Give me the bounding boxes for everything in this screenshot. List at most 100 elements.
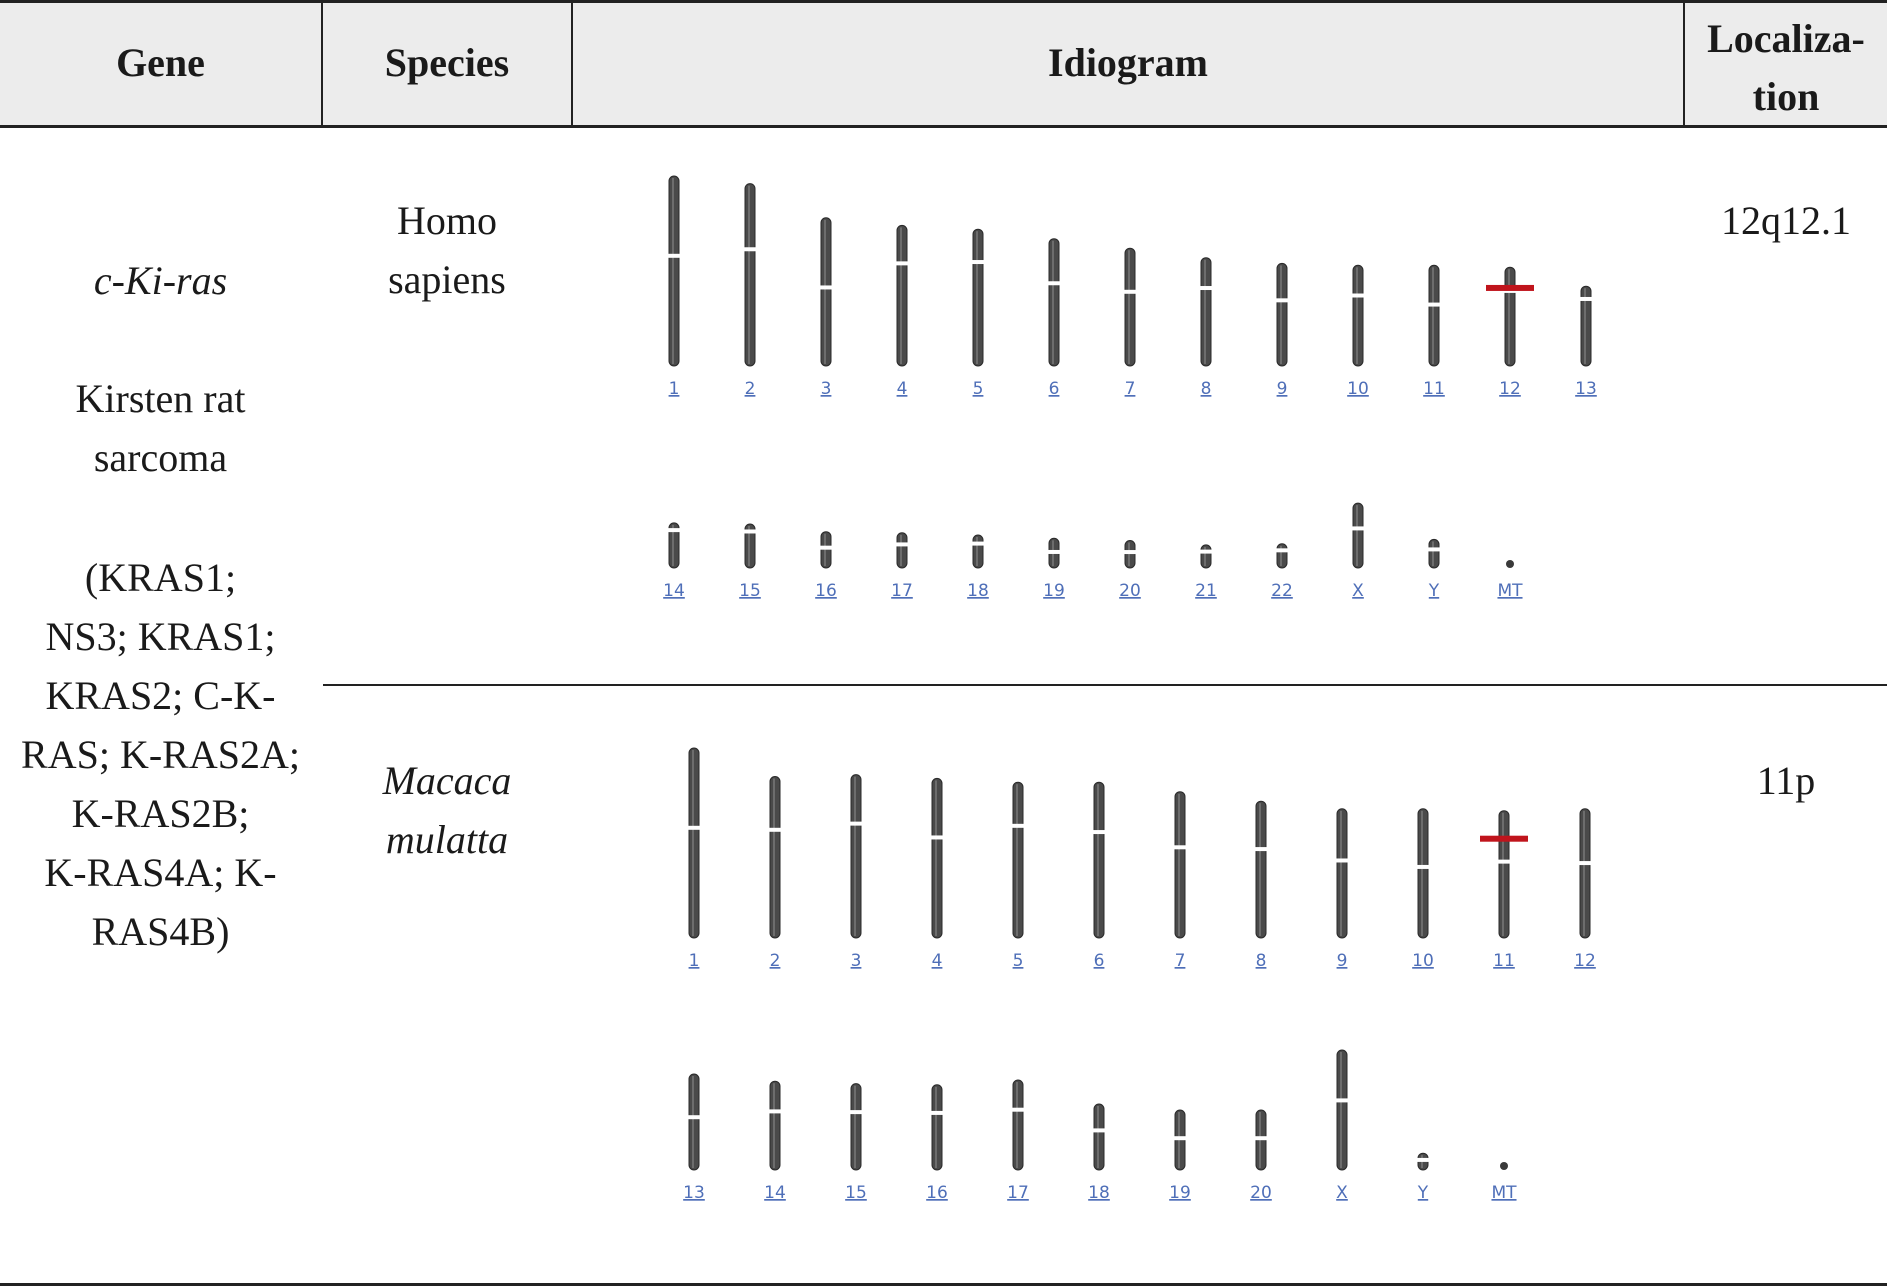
chromosome-7: 7 <box>1124 247 1136 399</box>
table-header <box>0 0 1887 127</box>
chromosome-highlight <box>1016 1082 1018 1168</box>
chromosome-label[interactable]: 7 <box>1125 379 1136 399</box>
chromosome-15: 15 <box>739 523 761 601</box>
gene-aliases: (KRAS1; NS3; KRAS1; KRAS2; C-K- RAS; K-R… <box>0 548 321 961</box>
chromosome-label[interactable]: 2 <box>770 951 781 971</box>
chromosome-label[interactable]: 1 <box>669 379 680 399</box>
chromosome-label[interactable]: 1 <box>689 951 700 971</box>
chromosome-14: 14 <box>764 1080 786 1203</box>
gene-locus-marker <box>1480 835 1528 842</box>
centromere <box>896 261 908 266</box>
chromosome-label[interactable]: MT <box>1497 581 1523 601</box>
chromosome-label[interactable]: 13 <box>683 1183 705 1203</box>
chromosome-11: 11 <box>1480 810 1528 971</box>
chromosome-highlight <box>900 534 902 566</box>
chromosome-label[interactable]: Y <box>1417 1183 1429 1203</box>
chromosome-highlight <box>1280 545 1282 566</box>
chromosome-label[interactable]: 14 <box>764 1183 786 1203</box>
chromosome-label[interactable]: 21 <box>1195 581 1217 601</box>
chromosome-label[interactable]: 19 <box>1043 581 1065 601</box>
localization-human: 12q12.1 <box>1721 198 1851 243</box>
centromere <box>1276 298 1288 303</box>
chromosome-label[interactable]: 6 <box>1094 951 1105 971</box>
chromosome-dot <box>1500 1162 1508 1170</box>
chromosome-highlight <box>672 524 674 566</box>
chromosome-x: X <box>1336 1049 1348 1203</box>
gene-name-line2: sarcoma <box>93 435 228 480</box>
chromosome-label[interactable]: 20 <box>1119 581 1141 601</box>
centromere <box>1048 549 1060 554</box>
chromosome-17: 17 <box>1007 1079 1029 1203</box>
chromosome-label[interactable]: 20 <box>1250 1183 1272 1203</box>
chromosome-label[interactable]: 6 <box>1049 379 1060 399</box>
chromosome-label[interactable]: 5 <box>973 379 984 399</box>
centromere <box>931 1110 943 1115</box>
chromosome-label[interactable]: X <box>1352 581 1364 601</box>
chromosome-label[interactable]: 4 <box>897 379 908 399</box>
chromosome-label[interactable]: 12 <box>1574 951 1596 971</box>
chromosome-label[interactable]: X <box>1336 1183 1348 1203</box>
chromosome-20: 20 <box>1119 540 1141 601</box>
chromosome-label[interactable]: 17 <box>1007 1183 1029 1203</box>
chromosome-20: 20 <box>1250 1109 1272 1203</box>
chromosome-highlight <box>773 1083 775 1168</box>
species-human: Homo sapiens <box>323 191 571 309</box>
chromosome-label[interactable]: 15 <box>845 1183 867 1203</box>
chromosome-highlight <box>1204 259 1206 364</box>
chromosome-label[interactable]: 12 <box>1499 379 1521 399</box>
chromosome-label[interactable]: 13 <box>1575 379 1597 399</box>
top-rule <box>0 0 1887 3</box>
chromosome-label[interactable]: 9 <box>1337 951 1348 971</box>
centromere <box>1093 830 1105 835</box>
chromosome-highlight <box>1128 250 1130 364</box>
chromosome-11: 11 <box>1423 264 1445 399</box>
centromere <box>668 253 680 258</box>
chromosome-label[interactable]: 3 <box>851 951 862 971</box>
chromosome-label[interactable]: 10 <box>1412 951 1434 971</box>
column-divider <box>1683 0 1685 127</box>
chromosome-label[interactable]: 18 <box>1088 1183 1110 1203</box>
chromosome-label[interactable]: 15 <box>739 581 761 601</box>
chromosome-label[interactable]: 16 <box>926 1183 948 1203</box>
chromosome-label[interactable]: 8 <box>1201 379 1212 399</box>
chromosome-highlight <box>854 776 856 936</box>
chromosome-highlight <box>692 750 694 936</box>
chromosome-label[interactable]: 22 <box>1271 581 1293 601</box>
centromere <box>1200 549 1212 554</box>
chromosome-label[interactable]: 3 <box>821 379 832 399</box>
chromosome-label[interactable]: 4 <box>932 951 943 971</box>
chromosome-label[interactable]: 11 <box>1493 951 1515 971</box>
centromere <box>896 542 908 547</box>
chromosome-highlight <box>1097 1106 1099 1168</box>
gene-symbol: c-Ki-ras <box>93 258 228 303</box>
chromosome-label[interactable]: 7 <box>1175 951 1186 971</box>
chromosome-18: 18 <box>967 534 989 601</box>
chromosome-label[interactable]: 9 <box>1277 379 1288 399</box>
header-species: Species <box>384 40 510 85</box>
chromosome-label[interactable]: 11 <box>1423 379 1445 399</box>
chromosome-y: Y <box>1428 538 1440 601</box>
chromosome-label[interactable]: Y <box>1428 581 1440 601</box>
chromosome-18: 18 <box>1088 1103 1110 1203</box>
chromosome-label[interactable]: 19 <box>1169 1183 1191 1203</box>
chromosome-8: 8 <box>1200 257 1212 399</box>
chromosome-16: 16 <box>926 1084 948 1203</box>
chromosome-label[interactable]: 14 <box>663 581 685 601</box>
header-localization-line2: tion <box>1752 74 1820 119</box>
chromosome-label[interactable]: 8 <box>1256 951 1267 971</box>
chromosome-label[interactable]: 10 <box>1347 379 1369 399</box>
chromosome-10: 10 <box>1347 264 1369 399</box>
centromere <box>1498 859 1510 864</box>
gene-alias-line: K-RAS4A; K- <box>44 850 277 895</box>
chromosome-label[interactable]: 2 <box>745 379 756 399</box>
chromosome-19: 19 <box>1169 1109 1191 1203</box>
chromosome-label[interactable]: 18 <box>967 581 989 601</box>
chromosome-highlight <box>773 778 775 936</box>
chromosome-label[interactable]: MT <box>1491 1183 1517 1203</box>
chromosome-label[interactable]: 17 <box>891 581 913 601</box>
centromere <box>1579 861 1591 866</box>
chromosome-label[interactable]: 16 <box>815 581 837 601</box>
chromosome-label[interactable]: 5 <box>1013 951 1024 971</box>
gene-alias-line: RAS4B) <box>91 909 230 954</box>
centromere <box>1093 1128 1105 1133</box>
